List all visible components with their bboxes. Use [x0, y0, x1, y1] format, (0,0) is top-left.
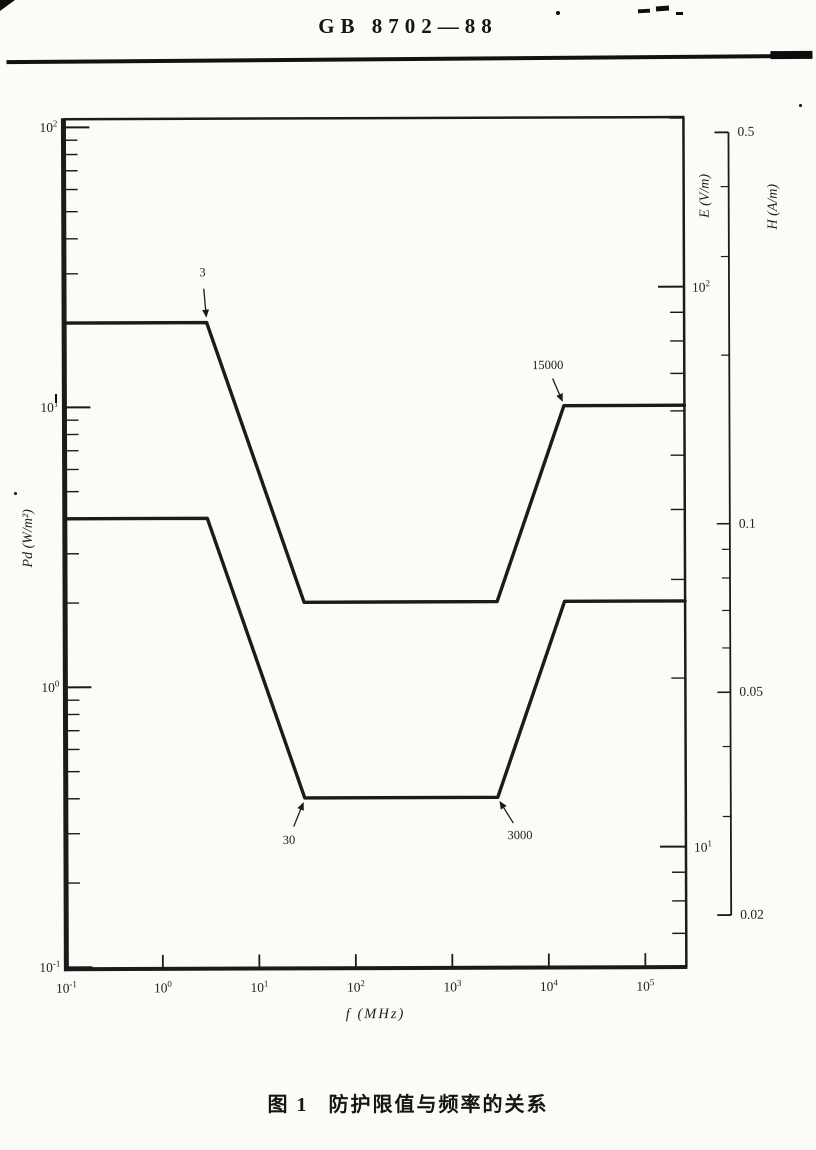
figure-caption: 图 1 防护限值与频率的关系 [268, 1088, 549, 1117]
e-axis-title: E (V/m) [697, 173, 713, 218]
standard-number-header: GB 8702—88 [318, 14, 498, 38]
x-tick-label: 105 [636, 977, 655, 994]
h-tick-label: 0.5 [737, 124, 755, 140]
h-axis-title: H (A/m) [765, 183, 781, 230]
figure-caption-number: 图 1 [267, 1094, 309, 1116]
e-tick-label: 102 [691, 277, 710, 295]
scan-artifact [55, 394, 57, 403]
x-tick-label: 102 [346, 978, 365, 995]
scan-artifact [556, 11, 560, 15]
annotation-arrow [202, 288, 210, 318]
lower-limit-curve [63, 516, 687, 800]
scan-artifact [637, 8, 651, 14]
h-tick-label: 0.1 [738, 515, 756, 531]
pd-tick-label: 10-1 [39, 958, 61, 976]
scan-artifact [676, 12, 683, 15]
plot-frame-left [60, 118, 69, 972]
annotation-label-30: 30 [282, 832, 296, 847]
x-tick-label: 101 [250, 978, 269, 996]
scan-artifact [0, 0, 15, 11]
x-tick-label: 103 [443, 977, 462, 995]
x-tick-label: 10-1 [55, 979, 77, 996]
annotation-label-3000: 3000 [507, 827, 533, 842]
plot-frame-right [682, 117, 688, 968]
h-tick-label: 0.02 [740, 906, 764, 923]
annotation-label-15000: 15000 [532, 358, 564, 373]
figure-caption-text: 防护限值与频率的关系 [328, 1094, 549, 1116]
scan-artifact [799, 104, 802, 107]
plot-frame-top [63, 115, 685, 121]
pd-tick-label: 102 [39, 118, 58, 136]
upper-limit-curve [62, 320, 687, 604]
h-tick-label: 0.05 [739, 684, 764, 700]
e-tick-label: 101 [693, 837, 712, 855]
x-tick-label: 100 [153, 978, 172, 996]
pd-axis-title: Pd (W/m²) [20, 509, 36, 568]
annotation-arrow [499, 800, 514, 824]
annotation-arrow [552, 378, 563, 402]
x-axis-title: f (MHz) [345, 1006, 406, 1023]
scan-artifact [14, 492, 17, 495]
annotation-arrow [293, 802, 304, 827]
plot-frame-bottom [64, 965, 688, 972]
x-tick-label: 104 [539, 977, 558, 995]
annotation-label-3: 3 [199, 265, 206, 280]
scan-artifact [655, 5, 670, 12]
pd-tick-label: 100 [41, 678, 60, 696]
